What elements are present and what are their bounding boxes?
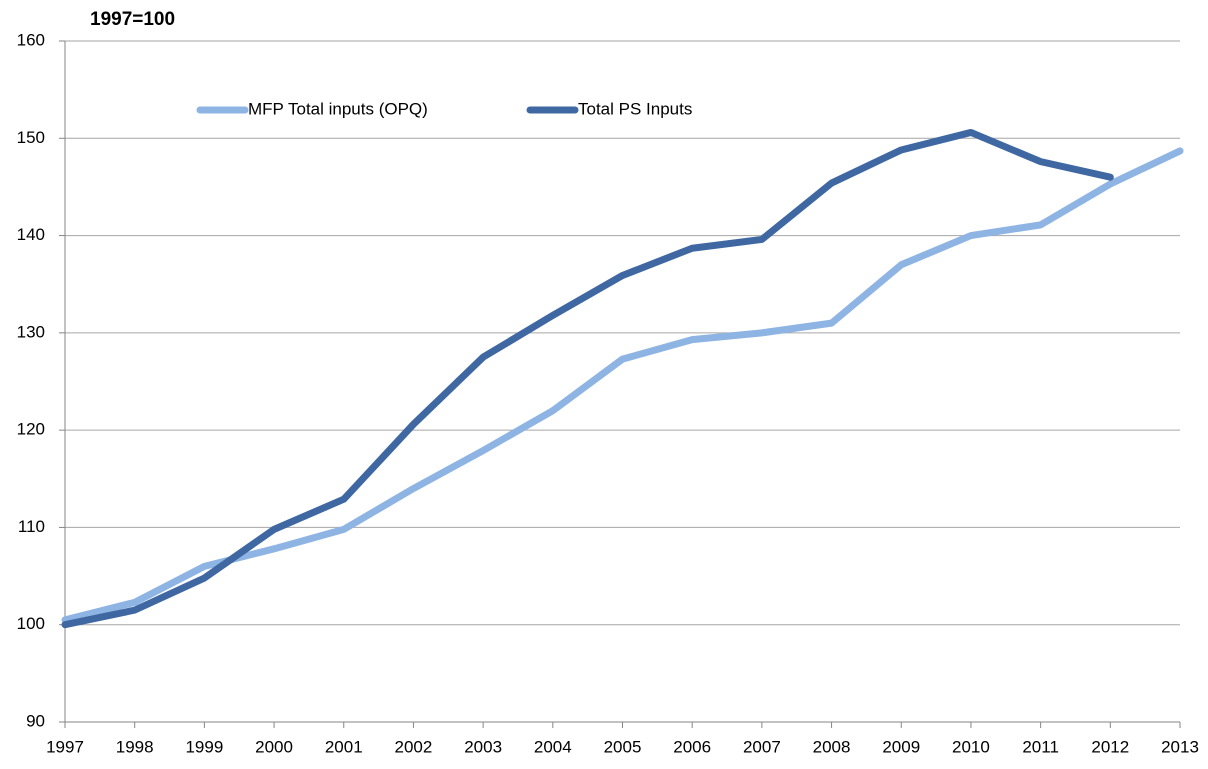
x-tick-label: 2012 <box>1091 737 1129 756</box>
x-tick-label: 1997 <box>46 737 84 756</box>
x-tick-label: 2001 <box>325 737 363 756</box>
x-tick-label: 2003 <box>464 737 502 756</box>
x-tick-label: 2007 <box>743 737 781 756</box>
y-tick-label: 110 <box>18 517 45 536</box>
x-tick-label: 2002 <box>395 737 433 756</box>
y-tick-label: 150 <box>17 128 45 147</box>
x-tick-label: 1998 <box>116 737 154 756</box>
x-tick-label: 2005 <box>604 737 642 756</box>
x-tick-label: 2008 <box>813 737 851 756</box>
x-tick-label: 2011 <box>1022 737 1059 756</box>
y-tick-label: 160 <box>17 30 45 49</box>
y-tick-label: 90 <box>26 711 45 730</box>
series-line <box>61 128 1114 629</box>
x-tick-label: 2006 <box>673 737 711 756</box>
x-tick-label: 2000 <box>255 737 293 756</box>
x-tick-label: 2013 <box>1161 737 1199 756</box>
legend-label: MFP Total inputs (OPQ) <box>248 99 428 118</box>
legend-label: Total PS Inputs <box>578 99 692 118</box>
x-tick-label: 1999 <box>185 737 223 756</box>
x-tick-label: 2009 <box>882 737 920 756</box>
y-tick-label: 130 <box>17 322 45 341</box>
series-line <box>61 147 1184 624</box>
y-tick-label: 120 <box>17 420 45 439</box>
x-tick-label: 2010 <box>952 737 990 756</box>
chart-title: 1997=100 <box>90 9 175 30</box>
y-tick-label: 100 <box>17 614 45 633</box>
x-tick-label: 2004 <box>534 737 572 756</box>
y-tick-label: 140 <box>17 225 45 244</box>
